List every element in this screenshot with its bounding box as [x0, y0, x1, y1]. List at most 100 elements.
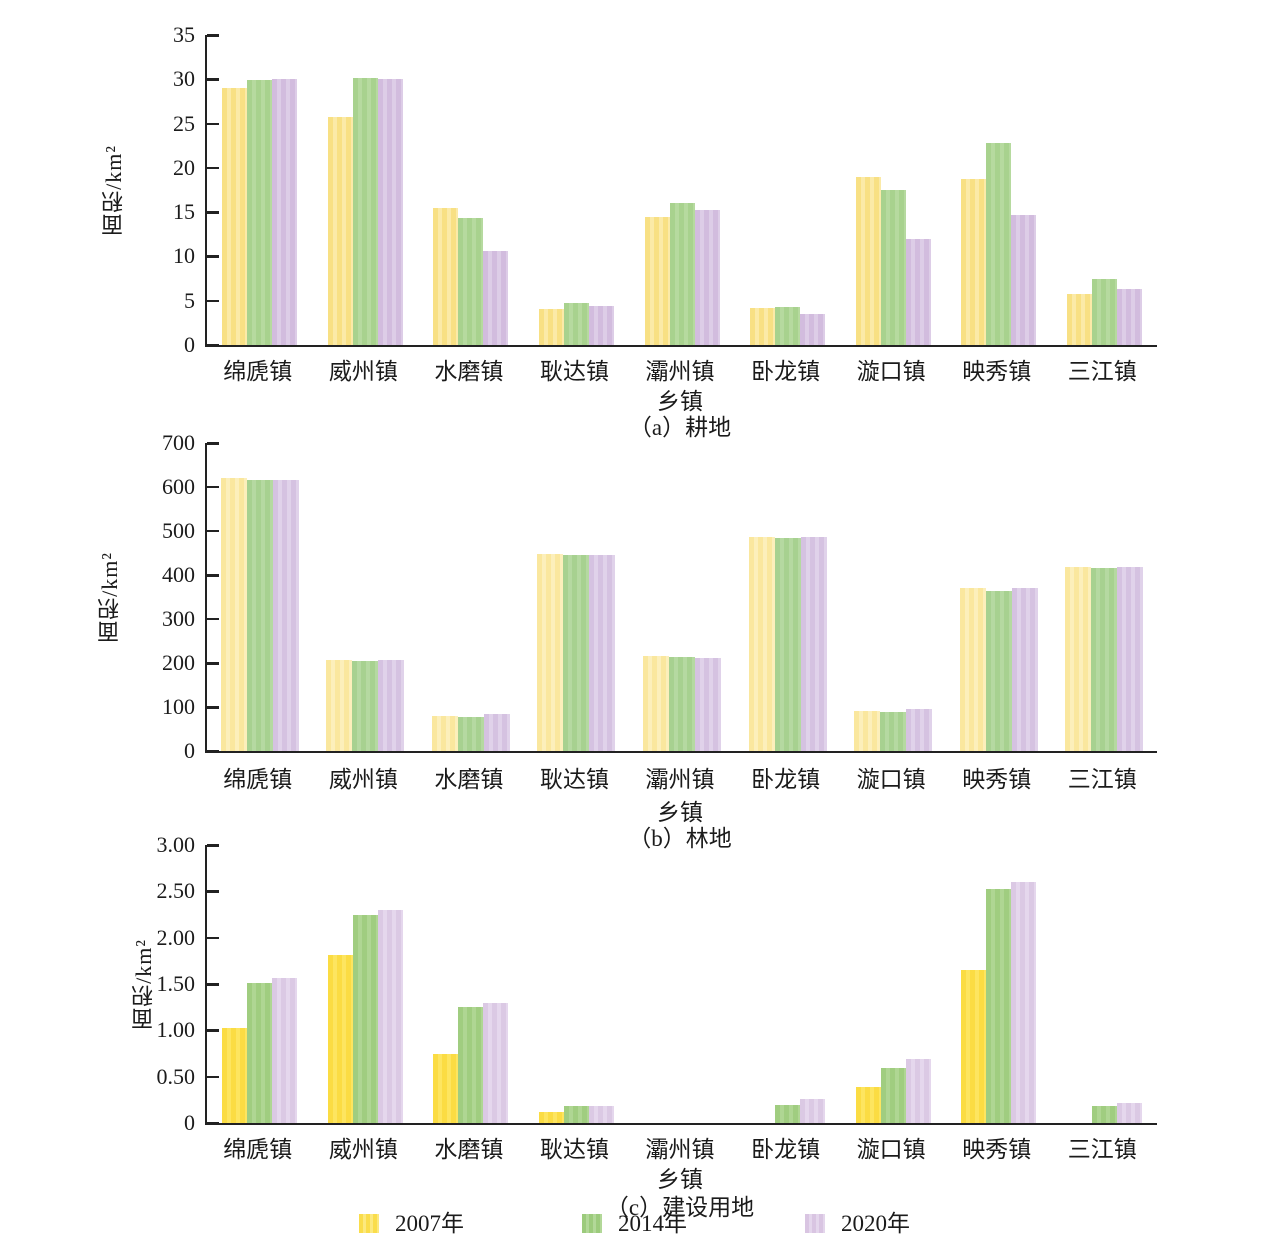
bar-group: [840, 35, 946, 345]
bar-2020年: [272, 479, 299, 751]
bar-group: [1052, 443, 1158, 751]
bar-group: [946, 845, 1052, 1123]
y-tick-mark: [207, 983, 219, 986]
bar-group: [946, 443, 1052, 751]
bar-2020年: [272, 79, 298, 345]
category-label: 绵虒镇: [223, 1137, 293, 1162]
y-tick-mark: [207, 344, 219, 347]
category-label: 灞州镇: [645, 359, 715, 384]
category-label: 水磨镇: [434, 1137, 504, 1162]
legend-item-2014: 2014年: [582, 1210, 687, 1238]
y-tick-mark: [207, 485, 219, 489]
y-axis-tick-labels: 35 30 25 20 15 10 5 0: [58, 22, 203, 357]
y-tick-label: 30: [173, 66, 195, 92]
bar-groups: [207, 35, 1157, 345]
y-tick-label: 400: [162, 562, 195, 587]
bar-group: [418, 35, 524, 345]
y-tick-label: 2.50: [156, 878, 196, 904]
bar-2007年: [855, 1086, 881, 1123]
x-axis-category-labels: 绵虒镇 威州镇 水磨镇 耿达镇 灞州镇 卧龙镇 漩口镇 映秀镇 三江镇: [205, 352, 1155, 386]
bar-2007年: [1065, 567, 1092, 751]
bar-2014年: [986, 143, 1012, 345]
bar-2007年: [961, 970, 987, 1123]
bar-group: [418, 443, 524, 751]
bar-group: [524, 443, 630, 751]
bar-2007年: [750, 307, 776, 345]
bar-group: [1052, 845, 1158, 1123]
bar-group: [629, 845, 735, 1123]
bar-2014年: [880, 1068, 906, 1123]
bar-group: [207, 845, 313, 1123]
category-label: 卧龙镇: [751, 767, 821, 792]
category-label: 耿达镇: [539, 767, 609, 792]
y-tick-label: 2.00: [156, 924, 196, 950]
y-tick-label: 35: [173, 22, 195, 47]
bar-2007年: [748, 537, 775, 751]
y-tick-label: 20: [173, 154, 195, 180]
category-label: 漩口镇: [856, 359, 926, 384]
bar-group: [313, 35, 419, 345]
y-tick-mark: [207, 750, 219, 753]
category-label: 灞州镇: [645, 767, 715, 792]
category-label: 卧龙镇: [751, 359, 821, 384]
bar-group: [629, 35, 735, 345]
y-tick-mark: [207, 1075, 219, 1079]
plot-area: [205, 844, 1157, 1125]
category-label: 漩口镇: [856, 767, 926, 792]
bar-2014年: [669, 203, 695, 345]
y-tick-mark: [207, 211, 219, 214]
y-tick-mark: [207, 442, 219, 445]
bar-2014年: [985, 591, 1012, 751]
bar-2020年: [800, 536, 827, 751]
bar-2020年: [1011, 587, 1038, 751]
bar-2007年: [961, 178, 987, 345]
bar-group: [524, 35, 630, 345]
y-tick-mark: [207, 662, 219, 665]
bar-2020年: [483, 713, 510, 751]
category-label: 映秀镇: [962, 1137, 1032, 1162]
bar-2007年: [854, 711, 881, 751]
y-tick-label: 0: [184, 332, 195, 357]
bar-group: [207, 35, 313, 345]
y-tick-label: 1.50: [156, 971, 196, 996]
category-label: 水磨镇: [434, 359, 504, 384]
bar-groups: [207, 845, 1157, 1123]
legend-swatch-2007: [359, 1214, 379, 1233]
bar-2020年: [800, 314, 826, 345]
y-tick-label: 200: [162, 650, 195, 675]
legend-swatch-2014: [582, 1214, 602, 1233]
y-tick-label: 500: [162, 517, 195, 543]
category-label: 映秀镇: [962, 767, 1032, 792]
bar-2020年: [905, 1059, 931, 1123]
chart-subtitle: （b）林地: [628, 826, 732, 851]
category-label: 威州镇: [328, 767, 398, 792]
bar-2014年: [352, 77, 378, 345]
bar-2014年: [775, 306, 801, 345]
bar-2014年: [775, 1105, 801, 1123]
bar-2007年: [222, 1028, 248, 1123]
bar-2007年: [644, 216, 670, 345]
bar-2014年: [246, 479, 273, 751]
category-label: 灞州镇: [645, 1137, 715, 1162]
legend-swatch-2020: [805, 1214, 825, 1233]
bar-group: [207, 443, 313, 751]
bar-chart-construction-land: 面积/km² 3.00 2.50 2.00 1.50 1.00 0.50 0 绵虒镇 威州镇水…: [0, 832, 1269, 1220]
bar-2020年: [1117, 567, 1144, 751]
y-tick-mark: [207, 299, 219, 303]
bar-2007年: [537, 553, 564, 751]
category-label: 威州镇: [328, 359, 398, 384]
legend-item-2020: 2020年: [805, 1210, 910, 1238]
bar-2007年: [855, 176, 881, 345]
y-tick-mark: [207, 1029, 219, 1032]
legend-label: 2020年: [841, 1211, 910, 1236]
bar-2007年: [222, 88, 248, 345]
y-tick-mark: [207, 844, 219, 847]
bar-2007年: [538, 308, 564, 345]
y-tick-mark: [207, 78, 219, 81]
y-tick-mark: [207, 255, 219, 258]
bar-2020年: [588, 306, 614, 345]
category-label: 映秀镇: [962, 359, 1032, 384]
category-label: 卧龙镇: [751, 1137, 821, 1162]
bar-group: [629, 443, 735, 751]
